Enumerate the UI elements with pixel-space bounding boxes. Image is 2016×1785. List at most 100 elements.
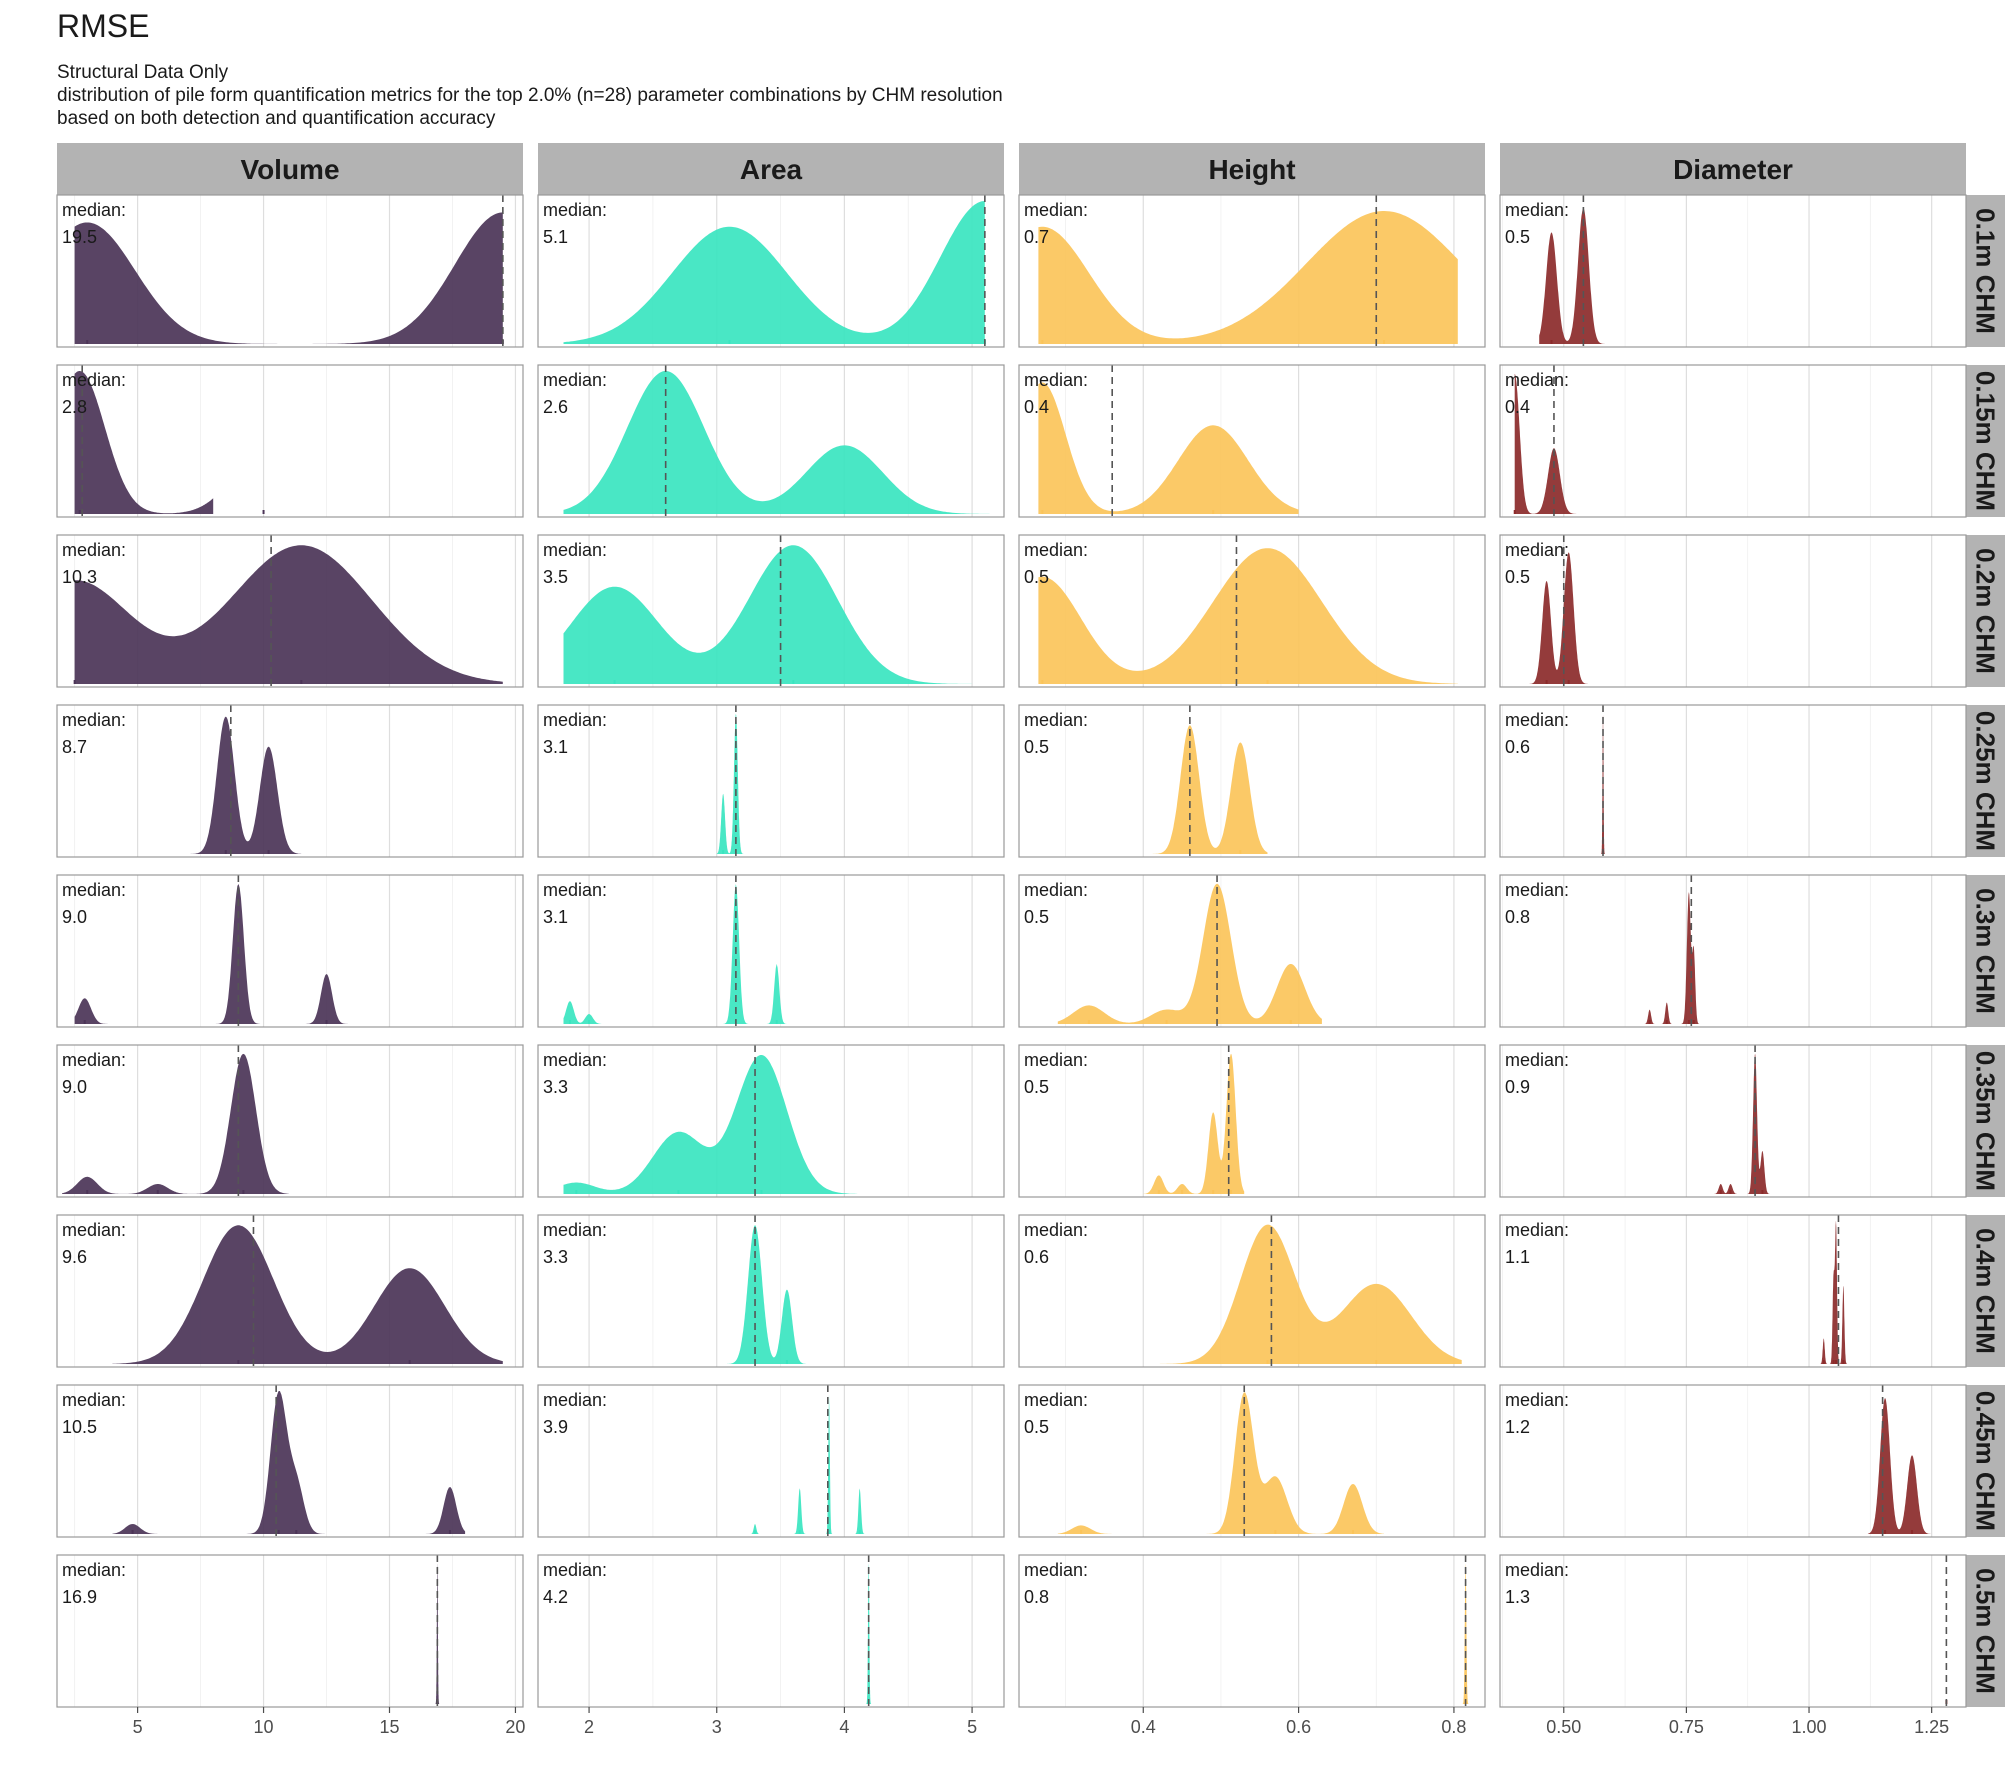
median-value-0-15m-chm-area: 2.6 xyxy=(543,397,568,417)
panel-border xyxy=(1018,1554,1486,1708)
density-area-0-15m-chm-area xyxy=(563,371,998,514)
row-strip-label-0-5m-chm: 0.5m CHM xyxy=(1971,1568,2001,1694)
panel-border xyxy=(56,1554,524,1708)
panel-border xyxy=(1499,1044,1967,1198)
panel-border xyxy=(1018,1214,1486,1368)
panel-0-15m-chm-volume xyxy=(57,365,523,517)
median-caption: median: xyxy=(543,200,607,220)
density-area-0-25m-chm-area xyxy=(716,713,749,854)
density-area-0-3m-chm-height xyxy=(1057,883,1322,1024)
panel-0-5m-chm-diameter xyxy=(1500,1555,1966,1707)
median-value-0-4m-chm-diameter: 1.1 xyxy=(1505,1247,1530,1267)
panel-0-3m-chm-area xyxy=(538,875,1004,1027)
panel-border xyxy=(537,1044,1005,1198)
row-strip-0-4m-chm xyxy=(1966,1215,2005,1367)
median-value-0-35m-chm-diameter: 0.9 xyxy=(1505,1077,1530,1097)
median-caption: median: xyxy=(62,540,126,560)
density-area-0-1m-chm-volume xyxy=(74,212,503,344)
density-area-0-45m-chm-volume xyxy=(112,1391,466,1534)
panel-border xyxy=(537,364,1005,518)
panel-border xyxy=(56,1214,524,1368)
panel-0-5m-chm-area xyxy=(538,1555,1004,1707)
chart-title: RMSE xyxy=(57,8,150,44)
density-area-0-2m-chm-area xyxy=(563,545,985,684)
median-value-0-1m-chm-height: 0.7 xyxy=(1024,227,1049,247)
median-caption: median: xyxy=(1505,370,1569,390)
density-area-0-35m-chm-height xyxy=(1143,1053,1245,1194)
row-strip-0-35m-chm xyxy=(1966,1045,2005,1197)
column-strip-label-area: Area xyxy=(740,154,803,185)
row-strip-0-2m-chm xyxy=(1966,535,2005,687)
density-area-0-3m-chm-area xyxy=(563,884,787,1024)
panel-0-4m-chm-diameter xyxy=(1500,1215,1966,1367)
panel-border xyxy=(537,1214,1005,1368)
median-caption: median: xyxy=(1024,1560,1088,1580)
panel-border xyxy=(1499,1554,1967,1708)
panel-0-35m-chm-height xyxy=(1019,1045,1485,1197)
panel-border xyxy=(537,1384,1005,1538)
median-caption: median: xyxy=(1505,1220,1569,1240)
median-caption: median: xyxy=(543,710,607,730)
x-tick-label-diameter: 1.25 xyxy=(1914,1717,1949,1737)
panel-border xyxy=(1499,1214,1967,1368)
median-caption: median: xyxy=(1024,1050,1088,1070)
median-caption: median: xyxy=(62,200,126,220)
median-value-0-15m-chm-height: 0.4 xyxy=(1024,397,1049,417)
density-area-0-45m-chm-height xyxy=(1057,1392,1384,1534)
median-value-0-5m-chm-height: 0.8 xyxy=(1024,1587,1049,1607)
median-value-0-3m-chm-diameter: 0.8 xyxy=(1505,907,1530,927)
x-tick-label-diameter: 1.00 xyxy=(1792,1717,1827,1737)
median-caption: median: xyxy=(62,1560,126,1580)
panel-0-5m-chm-height xyxy=(1019,1555,1485,1707)
median-value-0-25m-chm-diameter: 0.6 xyxy=(1505,737,1530,757)
density-area-0-4m-chm-diameter xyxy=(1818,1221,1849,1364)
row-strip-label-0-3m-chm: 0.3m CHM xyxy=(1971,888,2001,1014)
density-area-0-35m-chm-area xyxy=(563,1055,858,1194)
panel-border xyxy=(537,194,1005,348)
median-value-0-4m-chm-area: 3.3 xyxy=(543,1247,568,1267)
median-caption: median: xyxy=(62,1390,126,1410)
density-area-0-2m-chm-height xyxy=(1038,548,1458,684)
panel-border xyxy=(1499,194,1967,348)
x-tick-label-diameter: 0.75 xyxy=(1669,1717,1704,1737)
x-tick-label-volume: 15 xyxy=(379,1717,399,1737)
x-tick-label-area: 2 xyxy=(584,1717,594,1737)
row-strip-0-45m-chm xyxy=(1966,1385,2005,1537)
panel-border xyxy=(537,704,1005,858)
median-value-0-5m-chm-diameter: 1.3 xyxy=(1505,1587,1530,1607)
row-strip-label-0-4m-chm: 0.4m CHM xyxy=(1971,1228,2001,1354)
density-area-0-15m-chm-volume xyxy=(74,371,214,514)
x-tick-label-area: 5 xyxy=(967,1717,977,1737)
row-strip-label-0-35m-chm: 0.35m CHM xyxy=(1971,1051,2001,1191)
density-area-0-25m-chm-volume xyxy=(188,716,302,854)
row-strip-0-15m-chm xyxy=(1966,365,2005,517)
panel-border xyxy=(56,1044,524,1198)
median-caption: median: xyxy=(1024,1390,1088,1410)
panel-border xyxy=(1018,1044,1486,1198)
median-caption: median: xyxy=(543,1050,607,1070)
panel-border xyxy=(56,874,524,1028)
median-caption: median: xyxy=(62,1220,126,1240)
x-tick-label-volume: 10 xyxy=(254,1717,274,1737)
density-area-0-25m-chm-diameter xyxy=(1600,715,1606,854)
median-caption: median: xyxy=(1505,1390,1569,1410)
median-caption: median: xyxy=(543,1390,607,1410)
median-value-0-45m-chm-diameter: 1.2 xyxy=(1505,1417,1530,1437)
median-value-0-5m-chm-volume: 16.9 xyxy=(62,1587,97,1607)
column-strip-diameter xyxy=(1500,143,1966,195)
x-tick-label-diameter: 0.50 xyxy=(1546,1717,1581,1737)
row-strip-label-0-45m-chm: 0.45m CHM xyxy=(1971,1391,2001,1531)
x-tick-label-volume: 20 xyxy=(505,1717,525,1737)
median-value-0-2m-chm-height: 0.5 xyxy=(1024,567,1049,587)
x-tick-label-height: 0.6 xyxy=(1286,1717,1311,1737)
median-caption: median: xyxy=(1024,1220,1088,1240)
panel-border xyxy=(1499,364,1967,518)
median-value-0-1m-chm-volume: 19.5 xyxy=(62,227,97,247)
density-area-0-1m-chm-diameter xyxy=(1539,208,1613,344)
density-area-0-45m-chm-diameter xyxy=(1867,1398,1932,1534)
median-value-0-25m-chm-height: 0.5 xyxy=(1024,737,1049,757)
row-strip-0-5m-chm xyxy=(1966,1555,2005,1707)
panel-border xyxy=(1018,194,1486,348)
median-value-0-45m-chm-area: 3.9 xyxy=(543,1417,568,1437)
median-caption: median: xyxy=(62,710,126,730)
